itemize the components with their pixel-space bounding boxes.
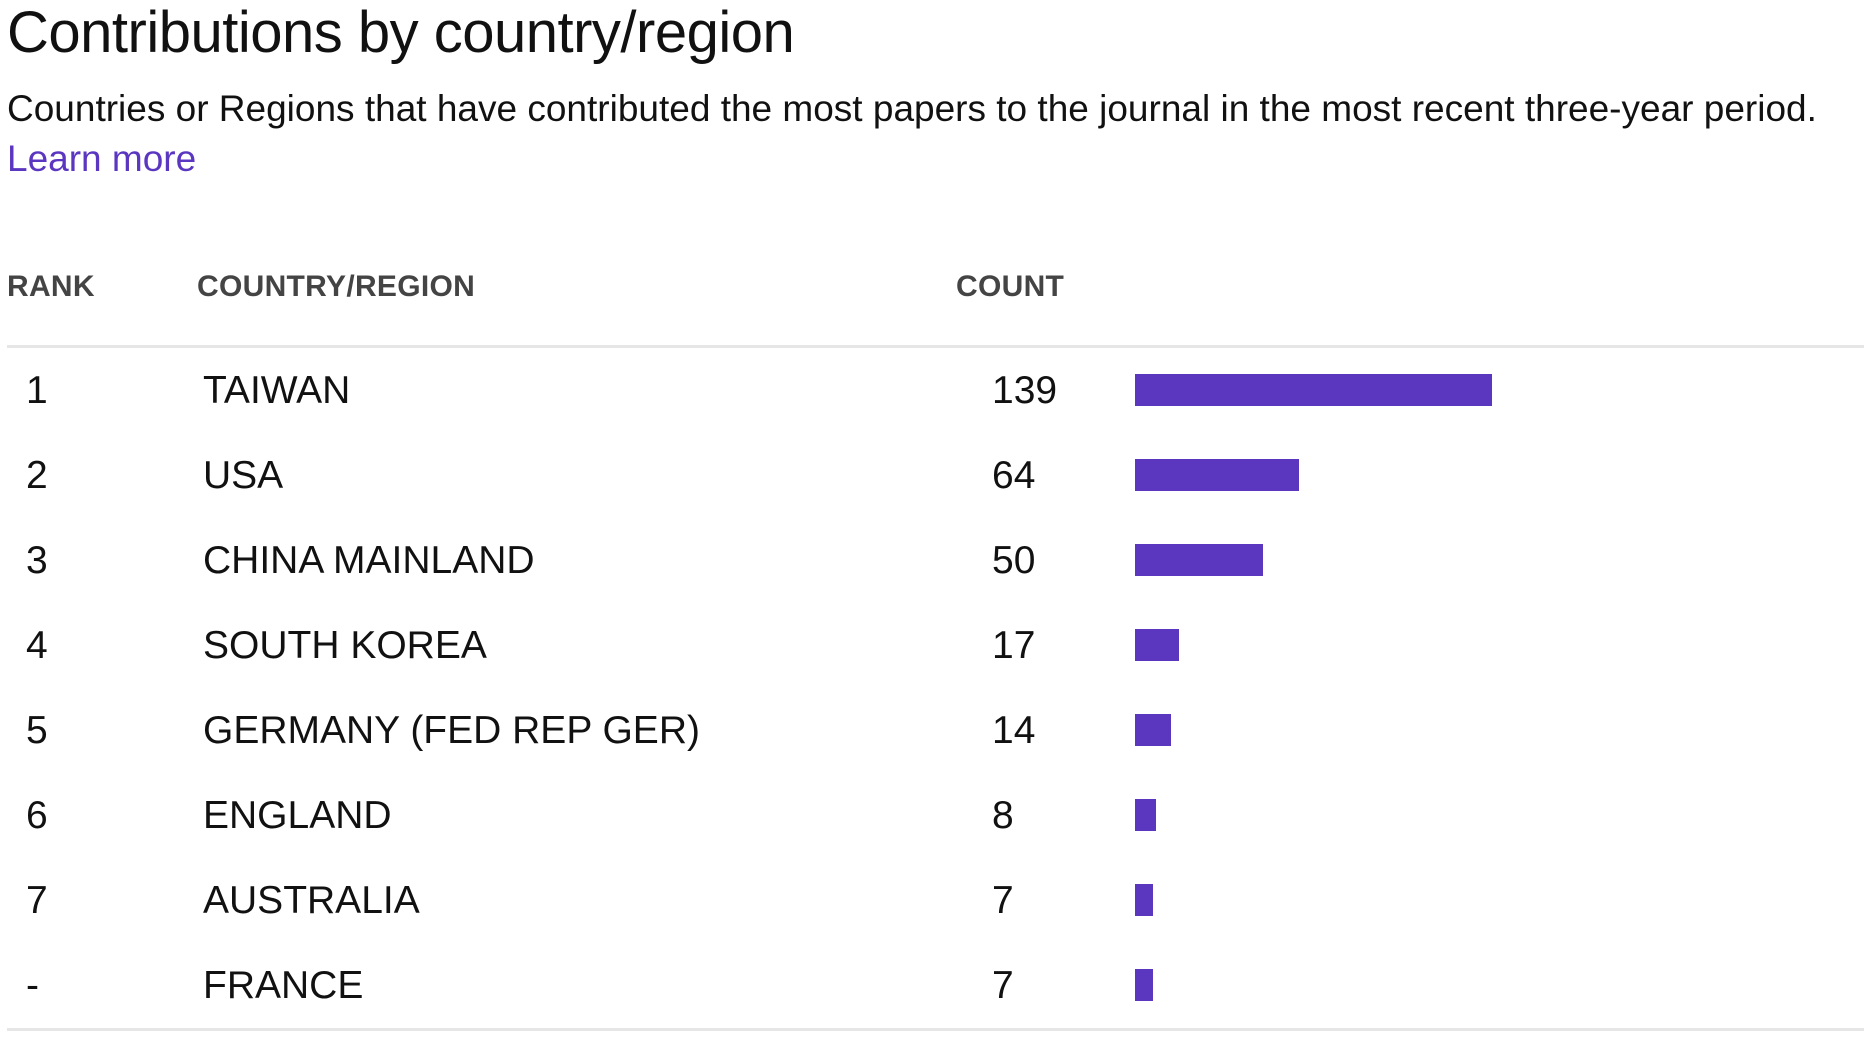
row-count: 8 — [992, 794, 1014, 837]
count-bar — [1135, 374, 1492, 406]
page-title: Contributions by country/region — [7, 0, 795, 65]
page-description: Countries or Regions that have contribut… — [7, 84, 1857, 184]
contributions-table: RANK COUNTRY/REGION COUNT 1 TAIWAN 139 2 USA… — [7, 265, 1864, 1031]
table-row: 7 AUSTRALIA 7 — [7, 858, 1864, 943]
count-bar — [1135, 714, 1171, 746]
row-country: ENGLAND — [203, 794, 392, 837]
row-country: USA — [203, 454, 284, 497]
row-count: 50 — [992, 539, 1036, 582]
table-body: 1 TAIWAN 139 2 USA 64 3 CHINA MAINLAND 50 4 SOUTH … — [7, 348, 1864, 1028]
row-rank: - — [26, 964, 39, 1007]
count-bar — [1135, 544, 1263, 576]
row-rank: 3 — [26, 539, 48, 582]
row-country: SOUTH KOREA — [203, 624, 487, 667]
row-rank: 1 — [26, 369, 48, 412]
column-header-rank: RANK — [7, 270, 95, 303]
row-count: 7 — [992, 964, 1014, 1007]
row-rank: 5 — [26, 709, 48, 752]
count-bar — [1135, 969, 1153, 1001]
table-row: - FRANCE 7 — [7, 943, 1864, 1028]
row-count: 17 — [992, 624, 1036, 667]
description-text: Countries or Regions that have contribut… — [7, 88, 1817, 129]
row-rank: 2 — [26, 454, 48, 497]
count-bar — [1135, 799, 1156, 831]
learn-more-link[interactable]: Learn more — [7, 138, 197, 179]
row-country: FRANCE — [203, 964, 364, 1007]
row-count: 7 — [992, 879, 1014, 922]
table-row: 4 SOUTH KOREA 17 — [7, 603, 1864, 688]
row-rank: 7 — [26, 879, 48, 922]
contributions-panel: Contributions by country/region Countrie… — [7, 0, 1864, 1031]
row-country: CHINA MAINLAND — [203, 539, 535, 582]
row-country: TAIWAN — [203, 369, 351, 412]
column-header-count: COUNT — [956, 270, 1065, 303]
row-rank: 6 — [26, 794, 48, 837]
count-bar — [1135, 884, 1153, 916]
row-country: GERMANY (FED REP GER) — [203, 709, 700, 752]
table-row: 1 TAIWAN 139 — [7, 348, 1864, 433]
table-row: 2 USA 64 — [7, 433, 1864, 518]
row-rank: 4 — [26, 624, 48, 667]
row-count: 139 — [992, 369, 1058, 412]
count-bar — [1135, 629, 1179, 661]
row-country: AUSTRALIA — [203, 879, 420, 922]
row-count: 14 — [992, 709, 1036, 752]
table-row: 5 GERMANY (FED REP GER) 14 — [7, 688, 1864, 773]
count-bar — [1135, 459, 1299, 491]
table-row: 6 ENGLAND 8 — [7, 773, 1864, 858]
table-header: RANK COUNTRY/REGION COUNT — [7, 265, 1864, 348]
row-count: 64 — [992, 454, 1036, 497]
table-bottom-divider — [7, 1028, 1864, 1031]
table-row: 3 CHINA MAINLAND 50 — [7, 518, 1864, 603]
column-header-country: COUNTRY/REGION — [197, 270, 476, 303]
